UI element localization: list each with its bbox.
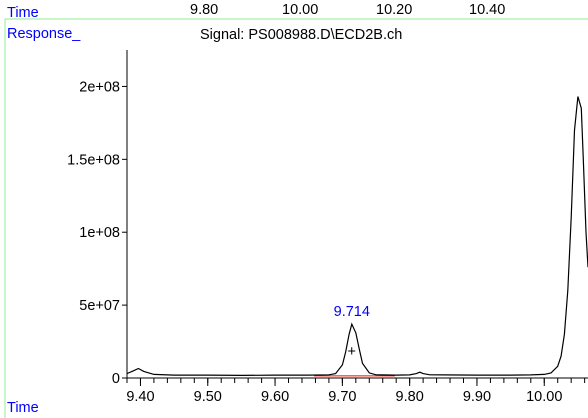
chart-title: Signal: PS008988.D\ECD2B.ch xyxy=(200,27,402,43)
y-tick-label: 2e+08 xyxy=(79,79,120,95)
y-tick-label: 1.5e+08 xyxy=(67,152,120,168)
top-axis-label: Time xyxy=(7,5,39,21)
peak-marker: + xyxy=(348,344,356,360)
top-axis-tick: 10.20 xyxy=(376,2,412,18)
y-axis-ticks: 0 5e+07 1e+08 1.5e+08 2e+08 xyxy=(67,79,127,387)
signal-trace xyxy=(126,96,588,377)
y-tick-label: 0 xyxy=(112,371,120,387)
x-tick-label: 9.60 xyxy=(261,389,289,405)
top-axis-tick: 9.80 xyxy=(190,2,218,18)
x-axis-title: Time xyxy=(7,400,39,416)
y-tick-label: 5e+07 xyxy=(79,298,120,314)
x-tick-label: 9.50 xyxy=(194,389,222,405)
x-tick-label: 9.40 xyxy=(126,389,154,405)
x-tick-label: 9.70 xyxy=(328,389,356,405)
x-axis-ticks: 9.40 9.50 9.60 9.70 9.80 9.90 10.00 xyxy=(126,378,586,405)
peak-label: 9.714 xyxy=(334,304,370,320)
top-axis-tick: 10.00 xyxy=(282,2,318,18)
y-tick-label: 1e+08 xyxy=(79,225,120,241)
top-axis-tick: 10.40 xyxy=(469,2,505,18)
x-tick-label: 9.90 xyxy=(463,389,491,405)
x-tick-label: 10.00 xyxy=(526,389,562,405)
y-axis-title: Response_ xyxy=(7,26,81,42)
x-tick-label: 9.80 xyxy=(396,389,424,405)
